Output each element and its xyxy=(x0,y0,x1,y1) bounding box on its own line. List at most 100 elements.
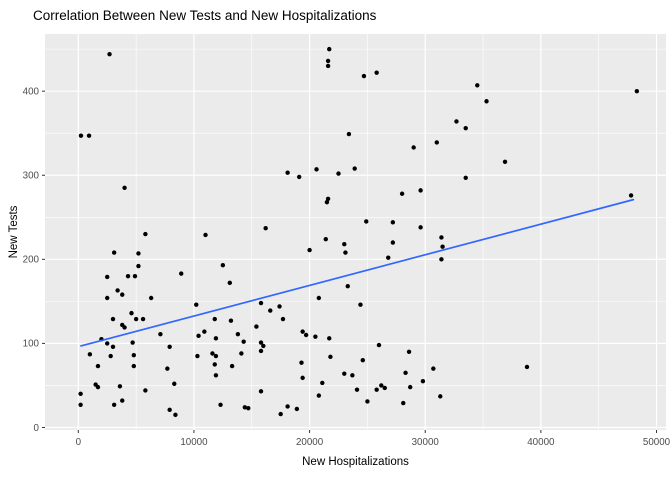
data-point xyxy=(399,191,405,196)
data-point xyxy=(212,362,217,367)
data-point xyxy=(634,88,640,94)
data-point xyxy=(328,354,333,360)
data-point xyxy=(463,175,468,180)
data-point xyxy=(358,302,363,307)
data-point xyxy=(354,387,360,392)
data-point xyxy=(438,394,443,399)
data-point xyxy=(105,295,110,301)
y-axis-title: New Tests xyxy=(8,205,20,259)
data-point xyxy=(365,399,370,404)
data-point xyxy=(360,358,365,363)
data-point xyxy=(107,51,112,57)
data-point xyxy=(212,316,217,322)
data-point xyxy=(300,375,305,381)
data-point xyxy=(285,170,290,175)
data-point xyxy=(235,331,241,337)
data-point xyxy=(440,244,445,249)
data-point xyxy=(95,363,101,369)
data-point xyxy=(239,351,244,356)
data-point xyxy=(418,225,423,230)
trend-line xyxy=(80,198,635,347)
data-point xyxy=(143,231,148,237)
data-point xyxy=(325,63,331,69)
data-point xyxy=(434,140,439,145)
data-point xyxy=(418,188,423,193)
data-point xyxy=(307,247,312,253)
data-point xyxy=(263,226,268,231)
data-point xyxy=(475,83,480,88)
data-point xyxy=(241,339,246,344)
data-point xyxy=(278,411,283,417)
data-point xyxy=(325,58,331,64)
data-point xyxy=(313,334,318,339)
data-point xyxy=(246,405,251,411)
data-point xyxy=(258,340,264,345)
data-point xyxy=(327,46,332,52)
data-point xyxy=(502,159,508,164)
data-point xyxy=(220,263,226,268)
data-point xyxy=(268,308,273,313)
data-point xyxy=(143,388,148,393)
data-point xyxy=(390,240,396,245)
data-point xyxy=(78,402,83,407)
data-point xyxy=(314,167,319,172)
data-point xyxy=(463,125,468,131)
data-point xyxy=(172,381,177,386)
data-point xyxy=(376,342,382,348)
data-point xyxy=(202,329,207,334)
data-point xyxy=(342,371,347,376)
data-point xyxy=(403,370,408,376)
data-point xyxy=(229,363,235,369)
data-point xyxy=(280,316,286,322)
data-point xyxy=(327,336,332,341)
data-point xyxy=(120,292,125,297)
data-point xyxy=(167,407,172,413)
data-point xyxy=(277,304,282,309)
data-point xyxy=(115,288,120,293)
data-point xyxy=(86,133,92,138)
data-point xyxy=(105,341,110,346)
data-point xyxy=(108,353,113,359)
data-point xyxy=(110,344,116,349)
data-point xyxy=(294,406,300,412)
data-point xyxy=(303,332,309,338)
data-point xyxy=(111,250,117,255)
data-point xyxy=(78,391,83,397)
data-point xyxy=(379,383,384,388)
data-point xyxy=(78,133,84,138)
data-point xyxy=(129,310,134,316)
data-point xyxy=(213,373,219,378)
y-tick-label: 200 xyxy=(23,255,40,266)
data-point xyxy=(258,348,264,354)
data-point xyxy=(125,273,131,279)
data-point xyxy=(95,384,101,390)
data-point xyxy=(110,316,116,322)
data-point xyxy=(131,352,137,358)
data-point xyxy=(117,384,123,389)
data-point xyxy=(325,196,331,201)
data-point xyxy=(87,352,93,357)
data-point xyxy=(158,331,163,337)
data-point xyxy=(407,384,413,390)
data-point xyxy=(324,199,330,205)
data-point xyxy=(431,366,436,371)
data-point xyxy=(320,380,325,386)
x-tick-label: 30000 xyxy=(412,437,440,448)
data-point xyxy=(374,387,379,392)
data-point xyxy=(420,379,426,384)
data-point xyxy=(296,174,302,180)
data-point xyxy=(364,219,369,224)
data-point xyxy=(299,360,304,365)
data-point xyxy=(261,343,266,349)
data-point xyxy=(454,119,459,124)
y-tick-label: 100 xyxy=(23,339,40,350)
data-point xyxy=(173,412,178,418)
data-point xyxy=(227,280,232,286)
data-point xyxy=(323,236,328,242)
data-point xyxy=(382,385,387,391)
data-point xyxy=(105,274,110,280)
data-point xyxy=(406,349,412,355)
x-tick-label: 20000 xyxy=(296,437,324,448)
data-point xyxy=(148,295,154,301)
